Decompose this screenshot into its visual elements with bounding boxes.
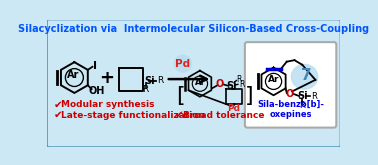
Text: R: R <box>236 75 242 84</box>
Text: Si: Si <box>144 76 155 86</box>
Text: R: R <box>239 80 245 89</box>
Text: ✔: ✔ <box>175 110 184 120</box>
Text: R: R <box>299 101 305 110</box>
Text: ✔: ✔ <box>53 99 62 110</box>
Text: Si: Si <box>226 81 237 91</box>
FancyBboxPatch shape <box>245 42 336 128</box>
Text: 7: 7 <box>301 68 311 83</box>
Text: Sila-benzo[b]-
oxepines: Sila-benzo[b]- oxepines <box>257 100 324 119</box>
Ellipse shape <box>291 65 318 89</box>
Text: Late-stage functionalization: Late-stage functionalization <box>61 111 205 120</box>
Text: Ar: Ar <box>67 70 80 80</box>
Text: O: O <box>216 79 224 89</box>
Text: Ar: Ar <box>195 78 205 87</box>
Circle shape <box>174 55 191 72</box>
Text: O: O <box>286 89 294 99</box>
Text: ]: ] <box>245 86 253 106</box>
FancyBboxPatch shape <box>46 19 341 148</box>
Text: Silacyclization via  Intermolecular Silicon-Based Cross-Coupling: Silacyclization via Intermolecular Silic… <box>18 24 369 34</box>
Text: [: [ <box>176 86 185 106</box>
Text: Modular synthesis: Modular synthesis <box>61 100 155 109</box>
Text: Ar: Ar <box>268 75 279 84</box>
Text: R: R <box>157 76 164 85</box>
Text: Broad tolerance: Broad tolerance <box>183 111 264 120</box>
Text: Pd: Pd <box>228 104 240 113</box>
Text: Pd: Pd <box>175 59 191 69</box>
Text: R: R <box>311 92 318 100</box>
Text: I: I <box>93 61 97 71</box>
Text: OH: OH <box>89 86 105 96</box>
Text: R: R <box>143 85 149 94</box>
Text: ✔: ✔ <box>53 110 62 120</box>
Text: +: + <box>99 68 115 87</box>
Text: Si: Si <box>297 91 308 101</box>
